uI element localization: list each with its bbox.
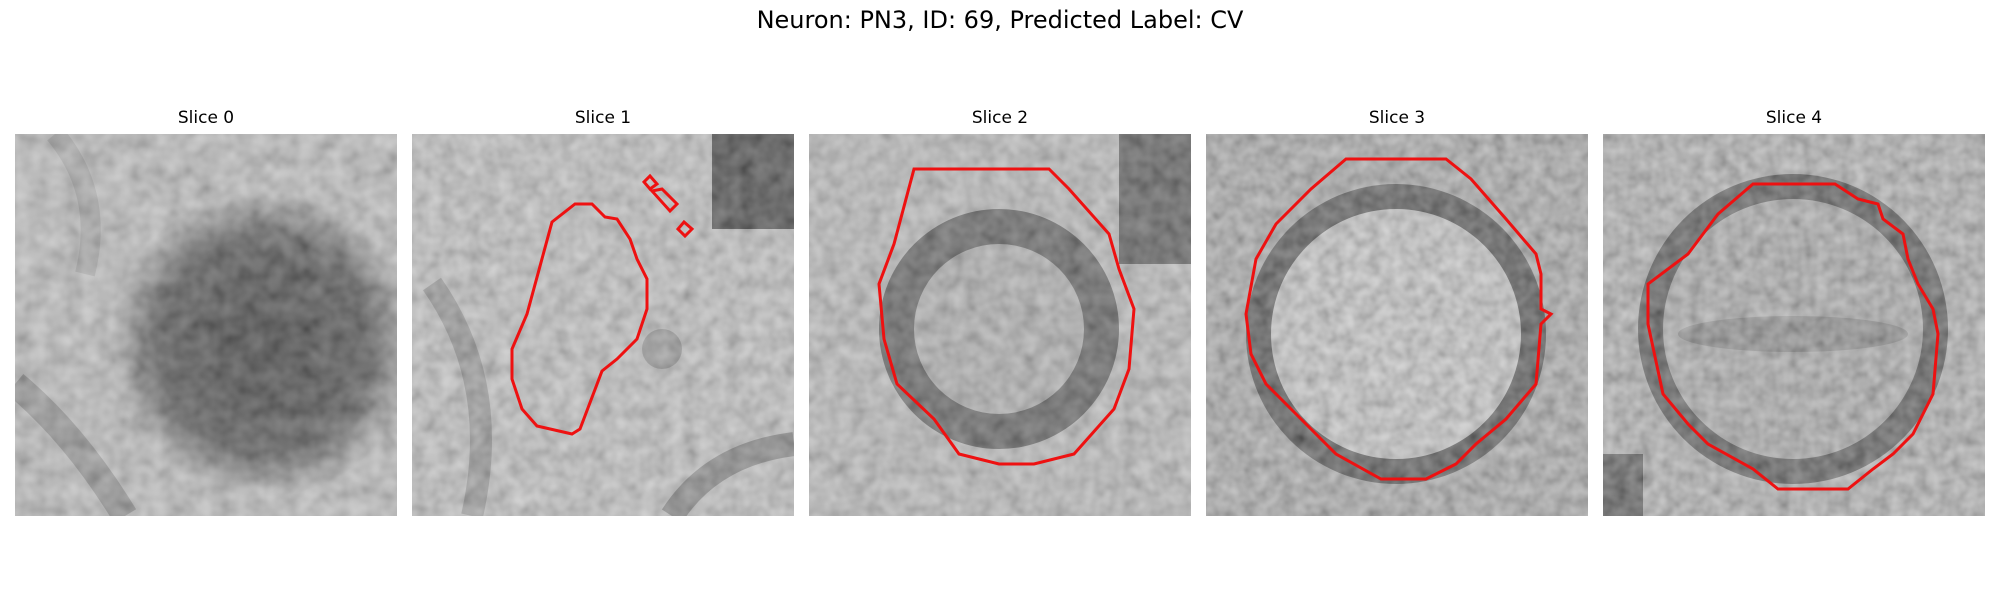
contour-4 (1646, 182, 1940, 491)
slice-image-4 (1603, 134, 1985, 516)
contour-1c (641, 173, 660, 192)
slice-title-4: Slice 4 (1765, 108, 1823, 128)
contour-1b (649, 187, 680, 214)
slice-image-0 (15, 134, 397, 516)
contour-1d (675, 219, 695, 239)
slice-title-3: Slice 3 (1368, 108, 1426, 128)
contour-1 (510, 202, 649, 436)
slice-image-3 (1206, 134, 1588, 516)
contour-3 (1244, 157, 1554, 481)
slice-title-2: Slice 2 (971, 108, 1029, 128)
slice-image-2 (809, 134, 1191, 516)
slice-title-0: Slice 0 (177, 108, 235, 128)
figure-title: Neuron: PN3, ID: 69, Predicted Label: CV (756, 6, 1244, 34)
contour-2 (877, 167, 1136, 466)
slice-title-1: Slice 1 (574, 108, 632, 128)
slice-image-1 (412, 134, 794, 516)
